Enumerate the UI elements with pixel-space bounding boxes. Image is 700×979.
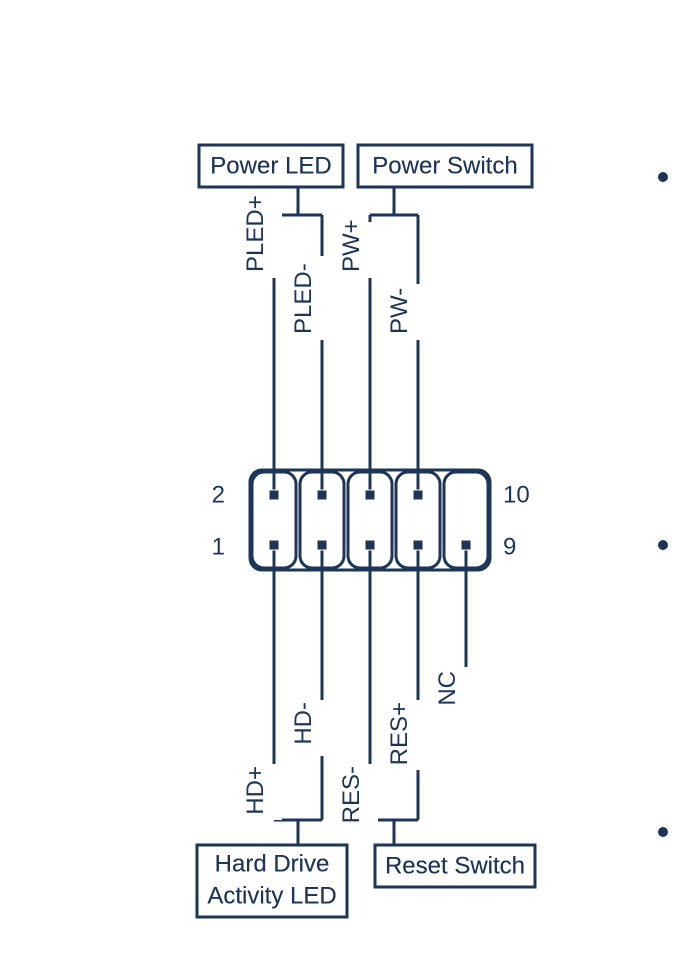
- hdPlus-label: HD+: [242, 766, 269, 815]
- pledMinus-label: PLED-: [290, 263, 317, 334]
- resetSwitch-label: Reset Switch: [385, 852, 525, 879]
- hardDrive-label: Hard Drive: [215, 850, 330, 877]
- pwMinus-label: PW-: [386, 288, 413, 334]
- pin-number: 10: [503, 481, 530, 508]
- hdMinus-label: HD-: [290, 702, 317, 745]
- hardDrive-label: Activity LED: [207, 882, 336, 909]
- powerSwitch-label: Power Switch: [372, 152, 517, 179]
- resMinus-label: RES-: [338, 766, 365, 823]
- bullet-point: [658, 827, 668, 837]
- pin-number: 2: [212, 481, 225, 508]
- pledPlus-label: PLED+: [242, 195, 269, 272]
- pwPlus-label: PW+: [338, 219, 365, 272]
- diagram-root: 2 1 10 9 Power LED Power Switch Hard Drive Acti…: [0, 0, 700, 979]
- powerLED-label: Power LED: [210, 152, 331, 179]
- bullet-point: [658, 172, 668, 182]
- resPlus-label: RES+: [386, 702, 413, 765]
- pin-number: 9: [503, 533, 516, 560]
- bullet-point: [658, 540, 668, 550]
- nc-label: NC: [434, 671, 461, 706]
- pin-number: 1: [212, 533, 225, 560]
